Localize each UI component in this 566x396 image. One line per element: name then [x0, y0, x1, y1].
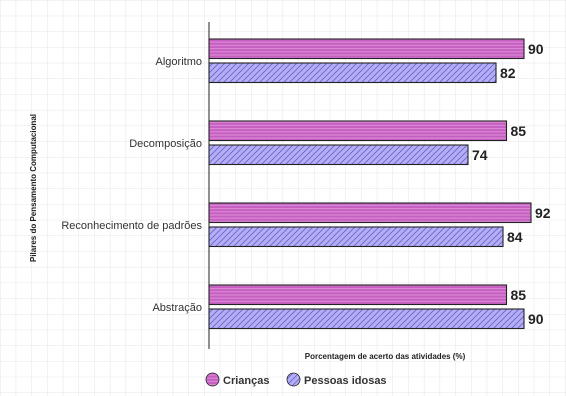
- data-label: 85: [511, 123, 527, 139]
- legend-swatch-criancas: [205, 372, 220, 387]
- y-axis-label: Pilares do Pensamento Computacional: [29, 114, 38, 262]
- legend-label: Crianças: [223, 375, 269, 387]
- bar-pessoas-idosas: [208, 62, 497, 84]
- data-label: 84: [507, 229, 523, 245]
- bar-pessoas-idosas: [208, 226, 504, 248]
- data-label: 92: [535, 205, 551, 221]
- category-label: Abstração: [152, 302, 202, 314]
- bar-pessoas-idosas: [208, 144, 469, 166]
- bar-criancas: [208, 38, 525, 60]
- bar-criancas: [208, 120, 508, 142]
- category-label: Decomposição: [129, 138, 202, 150]
- x-axis-label: Porcentagem de acerto das atividades (%): [305, 352, 466, 361]
- data-label: 74: [472, 147, 488, 163]
- legend-label: Pessoas idosas: [304, 375, 387, 387]
- category-label: Algoritmo: [156, 56, 202, 68]
- bar-pessoas-idosas: [208, 308, 525, 330]
- category-labels-layer: Algoritmo Decomposição Reconhecimento de p…: [61, 56, 202, 314]
- data-label: 85: [511, 287, 527, 303]
- data-label: 90: [528, 311, 544, 327]
- legend: Crianças Pessoas idosas: [205, 372, 387, 387]
- data-label: 90: [528, 41, 544, 57]
- bar-criancas: [208, 284, 508, 306]
- legend-swatch-pessoas-idosas: [286, 372, 301, 387]
- data-label: 82: [500, 65, 516, 81]
- bar-criancas: [208, 202, 532, 224]
- category-label: Reconhecimento de padrões: [61, 220, 202, 232]
